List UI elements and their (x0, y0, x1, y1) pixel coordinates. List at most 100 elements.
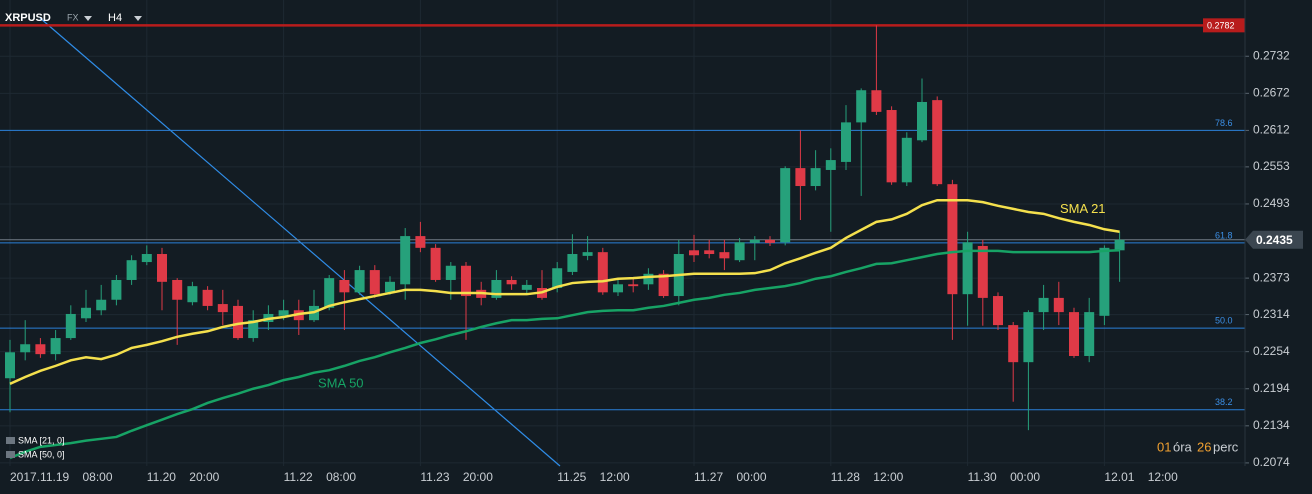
timeframe[interactable]: H4 (108, 12, 122, 24)
candle-body (1114, 239, 1125, 251)
countdown-unit: perc (1213, 439, 1239, 454)
x-tick-label: 11.27 00:00 (694, 470, 767, 484)
candle-body (1084, 312, 1095, 356)
candle-body (658, 273, 669, 297)
sma-label: SMA 50 (318, 376, 364, 391)
x-tick-label: 11.22 08:00 (284, 470, 357, 484)
fib-label: 78.6 (1215, 118, 1233, 128)
x-tick-label: 11.28 12:00 (831, 470, 904, 484)
candle-body (491, 279, 502, 298)
candle-body (810, 168, 821, 187)
candle-body (567, 254, 578, 272)
last-price-tag (1245, 230, 1303, 249)
candle-body (521, 284, 532, 290)
candle-body (233, 305, 243, 339)
last-price-label: 0.2435 (1256, 233, 1293, 247)
candle-body (35, 344, 46, 355)
indicator-icon[interactable] (6, 451, 15, 458)
candle-body (734, 242, 745, 261)
resistance-tag (1203, 18, 1245, 33)
countdown-hours: 01 (1157, 439, 1171, 454)
candle-body (187, 286, 198, 303)
levels: 78.6 61.8 50.0 38.2 0.2782 (0, 18, 1245, 411)
candle-body (506, 279, 517, 285)
resistance-label: 0.2782 (1207, 21, 1235, 31)
sma-line (9, 249, 1120, 460)
candle-body (886, 110, 897, 183)
candle-body (1069, 312, 1079, 356)
candle-body (126, 260, 137, 280)
candle-body (932, 100, 943, 185)
candle-body (856, 90, 867, 123)
candle-body (354, 270, 365, 293)
candle-body (689, 250, 699, 256)
candle-body (400, 236, 411, 285)
y-tick-label: 0.2194 (1253, 381, 1290, 395)
countdown-unit: óra (1173, 439, 1193, 454)
candle-body (719, 252, 730, 259)
x-tick-label: 2017.11.19 08:00 (10, 470, 113, 484)
y-tick-label: 0.2373 (1253, 270, 1290, 284)
candle-body (96, 299, 107, 311)
candle-body (917, 101, 927, 141)
candle-body (339, 279, 350, 293)
candle-body (278, 310, 289, 316)
candle-body (765, 239, 775, 243)
candle-body (445, 265, 456, 280)
candle-body (841, 122, 851, 162)
candle-body (415, 236, 426, 248)
candle-body (50, 338, 61, 355)
candle-body (157, 254, 167, 282)
candle-body (461, 265, 471, 297)
candle-body (780, 168, 791, 243)
candle-body (81, 307, 91, 319)
candle-body (643, 273, 654, 285)
candle-body (5, 352, 15, 379)
candle-body (141, 254, 152, 263)
y-tick-label: 0.2493 (1253, 196, 1290, 210)
y-tick-label: 0.2134 (1253, 418, 1290, 432)
sma-label: SMA 21 (1060, 201, 1106, 216)
countdown-minutes: 26 (1197, 439, 1211, 454)
indicator-label[interactable]: SMA [50, 0] (18, 449, 65, 459)
candle-body (324, 278, 335, 308)
candle-body (582, 252, 593, 256)
sma-line (9, 198, 1120, 385)
market[interactable]: FX (67, 12, 79, 22)
candle-body (1053, 297, 1064, 313)
moving-averages: SMA 21 SMA 50 (9, 198, 1120, 460)
fib-label: 50.0 (1215, 316, 1233, 326)
candle-body (248, 320, 259, 339)
candle-body (65, 313, 76, 339)
fib-label: 38.2 (1215, 397, 1233, 407)
dropdown-arrow[interactable] (84, 16, 92, 21)
candle-body (369, 270, 380, 295)
symbol[interactable]: XRPUSD (5, 12, 51, 24)
candle-body (795, 168, 806, 187)
candle-body (825, 160, 836, 170)
candle-body (977, 245, 988, 298)
indicator-label[interactable]: SMA [21, 0] (18, 435, 65, 445)
candle-body (962, 242, 973, 295)
candle-body (430, 247, 441, 280)
x-tick-label: 11.23 20:00 (420, 470, 493, 484)
y-tick-label: 0.2672 (1253, 85, 1290, 99)
candle-body (1008, 325, 1019, 363)
candle-body (172, 279, 183, 300)
candle-body (1038, 297, 1049, 313)
candle-body (704, 250, 715, 255)
candle-body (993, 296, 1003, 326)
y-tick-label: 0.2254 (1253, 344, 1290, 358)
y-tick-label: 0.2553 (1253, 159, 1290, 173)
candle-body (111, 279, 122, 300)
y-tick-label: 0.2314 (1253, 307, 1290, 321)
dropdown-arrow[interactable] (134, 16, 142, 21)
x-tick-label: 11.25 12:00 (557, 470, 630, 484)
candle-body (552, 268, 563, 289)
indicator-icon[interactable] (6, 437, 15, 444)
candle-body (628, 284, 639, 287)
candle-body (597, 252, 608, 293)
y-tick-label: 0.2612 (1253, 123, 1290, 137)
candle-body (871, 90, 882, 112)
